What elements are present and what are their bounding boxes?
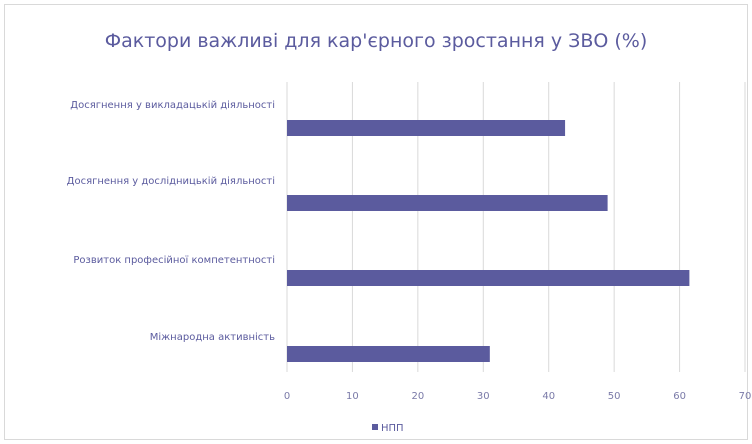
category-label: Досягнення у викладацькій діяльності — [70, 99, 275, 111]
legend-label: НПП — [381, 423, 404, 434]
chart-frame — [4, 4, 748, 440]
category-labels: Досягнення у викладацькій діяльності Дося… — [67, 99, 275, 343]
legend-swatch — [372, 424, 378, 430]
bar — [287, 270, 690, 286]
legend: НПП — [372, 423, 404, 434]
bars — [287, 120, 690, 362]
category-label: Міжнародна активність — [150, 331, 275, 343]
x-tick-label: 20 — [411, 391, 424, 402]
bar — [287, 120, 566, 136]
x-tick-label: 10 — [346, 391, 359, 402]
chart-title: Фактори важливі для кар'єрного зростання… — [104, 30, 648, 52]
x-tick-label: 30 — [477, 391, 490, 402]
x-tick-label: 0 — [284, 391, 290, 402]
x-tick-label: 50 — [608, 391, 621, 402]
bar — [287, 346, 490, 362]
x-tick-label: 70 — [739, 391, 752, 402]
x-axis-tick-labels: 0 10 20 30 40 50 60 70 — [284, 391, 752, 402]
x-tick-label: 60 — [673, 391, 686, 402]
bar — [287, 195, 608, 211]
category-label: Розвиток професійної компетентності — [73, 254, 275, 266]
x-tick-label: 40 — [542, 391, 555, 402]
category-label: Досягнення у дослідницькій діяльності — [67, 175, 275, 187]
